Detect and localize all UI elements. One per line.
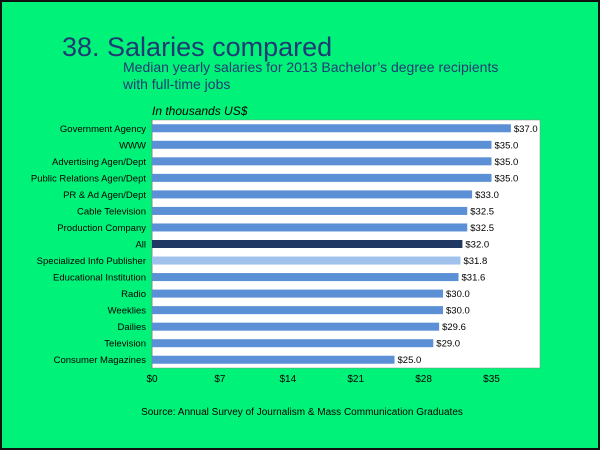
x-tick-label: $14: [279, 374, 296, 385]
data-label: $31.8: [463, 256, 487, 267]
category-label: Production Company: [57, 223, 146, 234]
category-label: WWW: [119, 140, 146, 151]
data-label: $25.0: [398, 355, 422, 366]
category-label: Educational Institution: [53, 273, 146, 284]
data-label: $30.0: [446, 306, 470, 317]
x-tick-label: $0: [146, 374, 158, 385]
category-label: Radio: [121, 289, 146, 300]
data-label: $32.5: [470, 223, 494, 234]
bar-advertising-agen-dept: [152, 157, 492, 166]
data-label: $35.0: [495, 157, 519, 168]
category-label: Consumer Magazines: [54, 355, 147, 366]
units-label: In thousands US$: [152, 104, 248, 118]
bar-television: [152, 339, 434, 348]
source-note: Source: Annual Survey of Journalism & Ma…: [141, 407, 463, 418]
bar-radio: [152, 289, 443, 298]
data-label: $29.0: [436, 339, 460, 350]
category-label: Specialized Info Publisher: [37, 256, 146, 267]
category-label: Television: [104, 339, 146, 350]
x-tick-label: $7: [214, 374, 226, 385]
data-label: $31.6: [462, 273, 486, 284]
category-label: Cable Television: [77, 206, 146, 217]
bar-cable-television: [152, 206, 468, 215]
category-label: Weeklies: [108, 306, 147, 317]
x-tick-label: $21: [347, 374, 364, 385]
data-label: $37.0: [514, 124, 538, 135]
x-tick-label: $35: [483, 374, 500, 385]
category-label: PR & Ad Agen/Dept: [63, 190, 146, 201]
bar-production-company: [152, 223, 468, 232]
bar-all: [152, 240, 463, 248]
data-label: $29.6: [442, 322, 466, 333]
category-label: Advertising Agen/Dept: [52, 157, 146, 168]
bar-educational-institution: [152, 273, 459, 282]
bar-pr-ad-agen-dept: [152, 190, 473, 199]
bar-weeklies: [152, 306, 443, 315]
bar-dailies: [152, 322, 440, 331]
data-label: $32.5: [470, 206, 494, 217]
category-label: All: [135, 240, 146, 251]
bar-specialized-info-publisher: [152, 256, 461, 265]
bar-public-relations-agen-dept: [152, 173, 492, 182]
data-label: $32.0: [465, 240, 489, 251]
bar-consumer-magazines: [152, 355, 395, 364]
x-tick-label: $28: [415, 374, 432, 385]
data-label: $33.0: [475, 190, 499, 201]
data-label: $35.0: [495, 173, 519, 184]
category-label: Public Relations Agen/Dept: [31, 173, 146, 184]
slide-title: 38. Salaries compared: [62, 32, 333, 62]
data-label: $30.0: [446, 289, 470, 300]
bar-government-agency: [152, 124, 511, 133]
category-label: Government Agency: [60, 124, 146, 135]
category-label: Dailies: [117, 322, 146, 333]
bar-www: [152, 140, 492, 149]
slide-subtitle: Median yearly salaries for 2013 Bachelor…: [123, 59, 499, 92]
data-label: $35.0: [495, 140, 519, 151]
